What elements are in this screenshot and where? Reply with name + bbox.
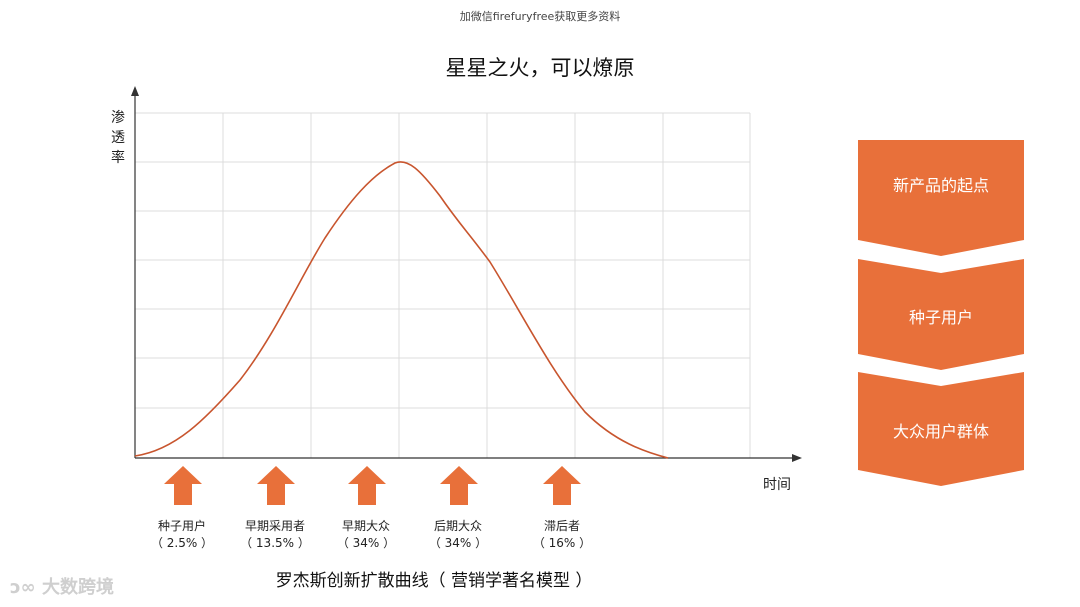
x-axis-label: 时间 <box>763 477 791 493</box>
segment-percent: （ 34% ） <box>428 536 488 550</box>
stage-shape <box>858 259 1024 370</box>
up-arrow-icon <box>543 466 581 505</box>
segment-early-majority: 早期大众 （ 34% ） <box>306 518 426 552</box>
up-arrow-icon <box>257 466 295 505</box>
diffusion-curve <box>134 161 669 459</box>
segment-name: 早期采用者 <box>244 519 305 533</box>
segment-name: 后期大众 <box>433 519 482 533</box>
segment-percent: （ 2.5% ） <box>150 536 214 550</box>
segment-name: 早期大众 <box>341 519 390 533</box>
y-axis-label: 渗透率 <box>111 110 125 166</box>
grid <box>135 112 751 458</box>
watermark: ↄ∞ 大数跨境 <box>10 577 114 598</box>
x-axis-arrowhead <box>792 454 802 462</box>
stage-shape <box>858 140 1024 256</box>
top-note: 加微信firefuryfree获取更多资料 <box>459 10 621 23</box>
segment-name: 种子用户 <box>157 519 206 533</box>
segment-name: 滞后者 <box>543 519 580 533</box>
stage-block-seed: 种子用户 <box>858 259 1024 370</box>
segment-percent: （ 13.5% ） <box>240 536 310 550</box>
up-arrow-icon <box>348 466 386 505</box>
stage-label: 大众用户群体 <box>892 422 989 441</box>
diffusion-chart <box>131 86 802 505</box>
up-arrow-icon <box>164 466 202 505</box>
segment-laggards: 滞后者 （ 16% ） <box>502 518 622 552</box>
y-axis-arrowhead <box>131 86 139 96</box>
up-arrow-icon <box>440 466 478 505</box>
watermark-logo-icon: ↄ∞ <box>10 577 36 598</box>
segment-innovators: 种子用户 （ 2.5% ） <box>122 518 242 552</box>
segment-percent: （ 34% ） <box>336 536 396 550</box>
stage-block-mass: 大众用户群体 <box>858 372 1024 486</box>
diagram-caption: 罗杰斯创新扩散曲线（ 营销学著名模型 ） <box>275 571 593 591</box>
stage-label: 种子用户 <box>908 308 973 327</box>
segment-late-majority: 后期大众 （ 34% ） <box>398 518 518 552</box>
segment-early-adopters: 早期采用者 （ 13.5% ） <box>215 518 335 552</box>
stage-label: 新产品的起点 <box>892 176 989 195</box>
stage-block-start: 新产品的起点 <box>858 140 1024 256</box>
segment-arrows <box>164 466 581 505</box>
page-title: 星星之火，可以燎原 <box>445 56 635 80</box>
segment-percent: （ 16% ） <box>532 536 592 550</box>
stage-shape <box>858 372 1024 486</box>
